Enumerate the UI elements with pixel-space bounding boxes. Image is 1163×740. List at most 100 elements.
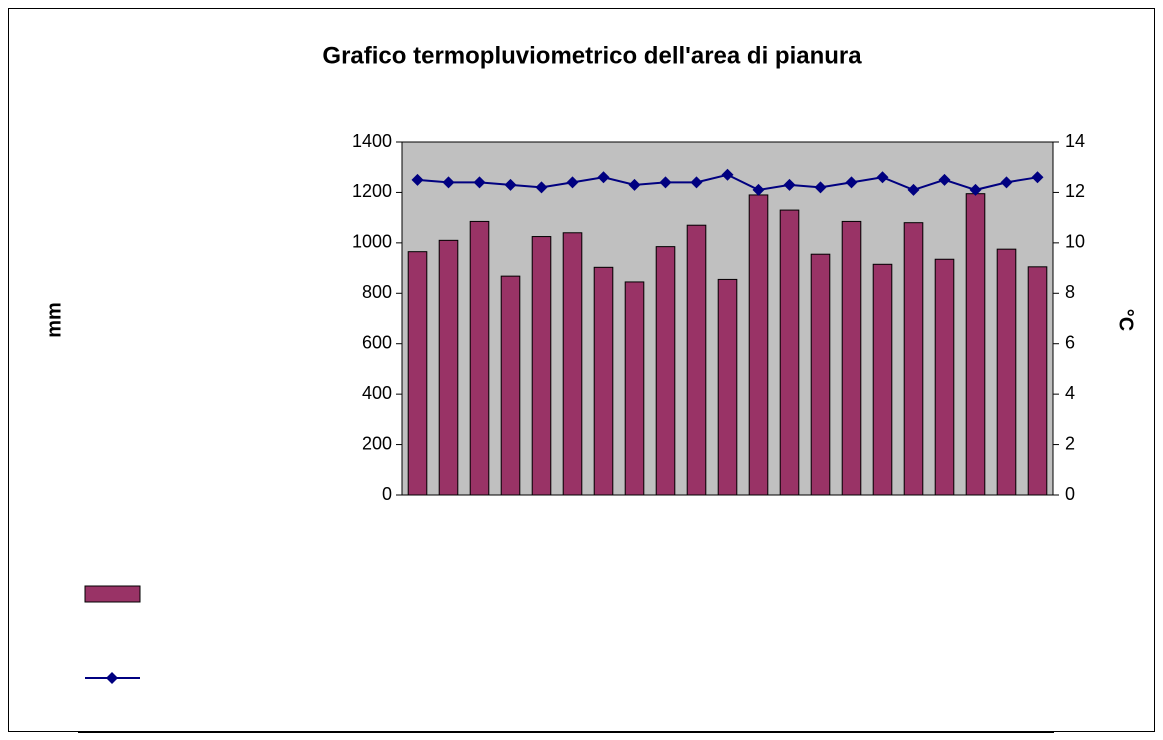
category-cell: 19 xyxy=(960,495,992,568)
data-table-cell: 84 xyxy=(619,568,651,652)
category-cell: 6 xyxy=(557,495,589,568)
cell-text: 4 xyxy=(505,510,516,530)
y-tick-label: 1000 xyxy=(352,232,392,252)
bar xyxy=(686,224,707,496)
line-marker xyxy=(876,171,889,184)
category-cell: 4 xyxy=(495,495,527,568)
data-table-cell: 90 xyxy=(588,568,620,652)
y2-tick-label: 0 xyxy=(1065,484,1075,504)
data-table-cell: 13 xyxy=(588,652,620,733)
y2-axis-label: °C xyxy=(1115,309,1137,331)
y2-tick-label: 8 xyxy=(1065,282,1075,302)
y2-tick-label: 14 xyxy=(1065,131,1085,151)
cell-text: 16 xyxy=(877,510,888,555)
category-cell: 7 xyxy=(588,495,620,568)
data-table-cell: 12 xyxy=(898,652,930,733)
data-table-cell: 12 xyxy=(557,652,589,733)
cell-text: 12 xyxy=(784,661,795,706)
cell-text: 21 xyxy=(1032,510,1043,555)
cell-text: 85 xyxy=(722,577,733,622)
bar xyxy=(624,281,645,496)
data-table-cell: 12 xyxy=(681,652,713,733)
category-cell: 14 xyxy=(805,495,837,568)
line-marker xyxy=(442,176,455,189)
data-table-cell: 12 xyxy=(464,652,496,733)
bar xyxy=(872,263,893,496)
bar xyxy=(469,220,490,496)
cell-text: 10 xyxy=(691,510,702,555)
cell-text: 86 xyxy=(505,577,516,622)
category-cell: 17 xyxy=(898,495,930,568)
bar xyxy=(810,253,831,496)
cell-text: 84 xyxy=(629,577,640,622)
data-table-cell: 11 xyxy=(774,568,806,652)
category-cell: 3 xyxy=(464,495,496,568)
line-marker xyxy=(1000,176,1013,189)
line-marker xyxy=(845,176,858,189)
legend-label: Temperature medie annuali xyxy=(149,669,368,689)
category-cell: 16 xyxy=(867,495,899,568)
cell-text: 5 xyxy=(536,510,547,530)
line-marker xyxy=(690,176,703,189)
category-cell: 5 xyxy=(526,495,558,568)
cell-text: 13 xyxy=(412,661,423,706)
cell-text: 11 xyxy=(753,577,764,622)
data-table-cell: 96 xyxy=(402,568,434,652)
data-table-cell: 12 xyxy=(774,652,806,733)
cell-text: 12 xyxy=(567,661,578,706)
cell-text: 98 xyxy=(660,577,671,622)
data-table-cell: 12 xyxy=(495,652,527,733)
data-table-cell: 12 xyxy=(743,652,775,733)
y2-tick-label: 6 xyxy=(1065,332,1075,352)
line-marker xyxy=(597,171,610,184)
cell-text: 11 xyxy=(784,577,795,622)
data-table-cell: 13 xyxy=(712,652,744,733)
cell-text: 13 xyxy=(784,510,795,555)
cell-text: 90 xyxy=(598,577,609,622)
cell-text: 15 xyxy=(846,510,857,555)
cell-text: 12 xyxy=(691,661,702,706)
cell-text: 10 xyxy=(908,577,919,622)
data-table-cell: 97 xyxy=(991,568,1023,652)
cell-text: 13 xyxy=(939,661,950,706)
category-cell: 12 xyxy=(743,495,775,568)
y-tick-label: 600 xyxy=(362,332,392,352)
cell-text: 12 xyxy=(753,661,764,706)
data-table-cell: 12 xyxy=(650,652,682,733)
line-marker xyxy=(535,181,548,194)
cell-text: 6 xyxy=(567,510,578,530)
bar xyxy=(1027,266,1048,496)
data-table-cell: 85 xyxy=(712,568,744,652)
bar xyxy=(562,232,583,496)
category-cell: 9 xyxy=(650,495,682,568)
bar xyxy=(593,266,614,496)
y-tick-label: 400 xyxy=(362,383,392,403)
cell-text: 20 xyxy=(1001,510,1012,555)
line-marker xyxy=(628,178,641,191)
bar xyxy=(407,251,428,496)
cell-text: 10 xyxy=(846,577,857,622)
bar xyxy=(748,194,769,496)
legend-label: Precipitazioni medie annuali xyxy=(149,585,374,605)
cell-text: 18 xyxy=(939,510,950,555)
data-table-cell: 13 xyxy=(867,652,899,733)
bar xyxy=(779,209,800,496)
bar xyxy=(903,222,924,496)
data-table-cell: 12 xyxy=(619,652,651,733)
cell-text: 12 xyxy=(474,661,485,706)
y-tick-label: 800 xyxy=(362,282,392,302)
y-tick-label: 0 xyxy=(382,484,392,504)
plot-area xyxy=(401,141,1054,496)
line xyxy=(417,173,1038,191)
line-marker xyxy=(907,183,920,196)
cell-text: 10 xyxy=(567,577,578,622)
data-table-cell: 10 xyxy=(681,568,713,652)
y-axis-label: mm xyxy=(43,302,65,338)
cell-text: 12 xyxy=(505,661,516,706)
legend-entry: Precipitazioni medie annuali xyxy=(78,568,403,652)
bar xyxy=(438,239,459,496)
cell-text: 90 xyxy=(1032,577,1043,622)
cell-text: 9 xyxy=(660,510,671,530)
category-cell: 20 xyxy=(991,495,1023,568)
data-table-cell: 13 xyxy=(929,652,961,733)
